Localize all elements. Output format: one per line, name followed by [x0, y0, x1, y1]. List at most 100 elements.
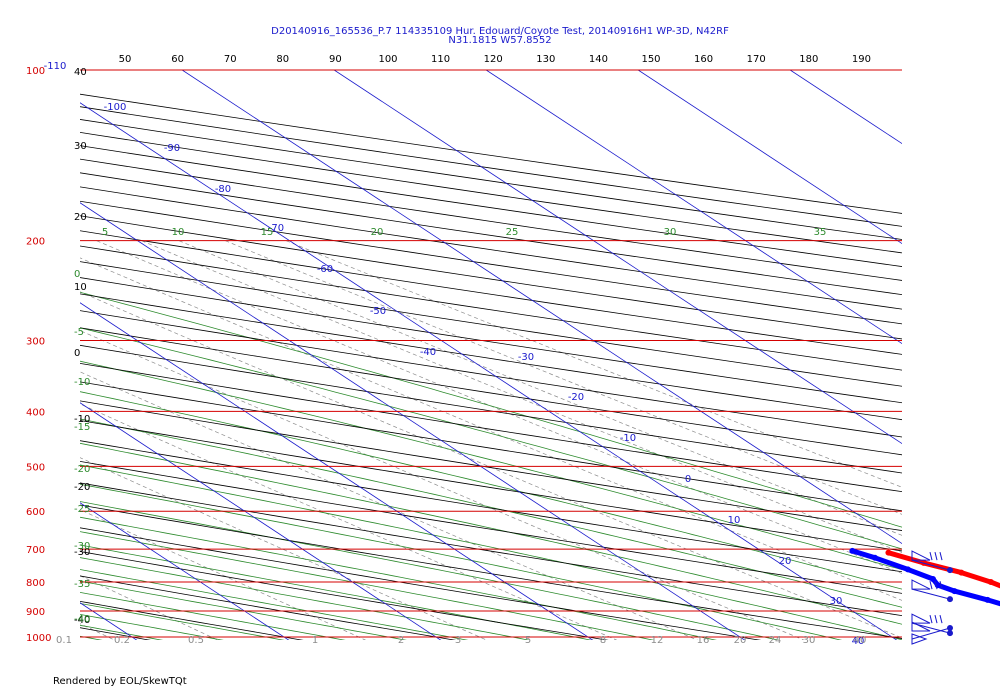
dry-adiabat-line [80, 527, 762, 640]
moist-adiabat-lines [80, 291, 902, 640]
moist-adiabat-line [80, 464, 902, 640]
isotherm-line [80, 402, 442, 640]
top-axis-tick-label: 50 [119, 54, 132, 65]
isotherm-line [333, 70, 902, 445]
top-axis-tick-label: 130 [536, 54, 555, 65]
dry-adiabat-line [80, 551, 609, 640]
dry-adiabat-line [80, 245, 902, 371]
pressure-tick-label: 900 [26, 607, 45, 618]
dry-adiabat-label: 0 [74, 348, 80, 359]
wind-barb-flag [911, 633, 928, 645]
mixing-ratio-line [80, 509, 367, 640]
moist-adiabat-line [80, 569, 469, 640]
mixing-ratio-label: 0.2 [114, 635, 130, 646]
mixing-ratio-line [80, 371, 698, 640]
wind-barb-flag [911, 579, 931, 590]
temperature-trace-point [987, 579, 994, 586]
mixing-ratio-label: 24 [769, 635, 782, 646]
wind-barb-tick [939, 615, 943, 624]
dry-adiabat-line [80, 440, 902, 573]
moist-adiabat-line [80, 483, 843, 640]
isotherm-label: -80 [215, 184, 231, 195]
pressure-tick-label: 500 [26, 462, 45, 473]
top-axis-tick-label: 100 [378, 54, 397, 65]
top-axis-tick-label: 190 [852, 54, 871, 65]
temperature-trace [885, 550, 1000, 589]
mixing-ratio-line [80, 291, 902, 639]
dry-adiabat-line [80, 460, 902, 594]
dewpoint-trace-point [929, 575, 936, 582]
isotherm-label: -10 [620, 433, 636, 444]
pressure-tick-label: 1000 [26, 633, 51, 644]
moist-adiabat-label: -10 [74, 377, 90, 388]
moist-adiabat-line [80, 442, 902, 625]
wind-barb-station [947, 596, 953, 603]
dry-adiabat-label: -40 [74, 615, 90, 626]
wind-barb-flag [911, 613, 931, 624]
isobar-lines [80, 69, 902, 638]
dry-adiabat-line [80, 200, 902, 325]
pressure-tick-label: 800 [26, 578, 45, 589]
dry-adiabat-label: 40 [74, 67, 87, 78]
moist-adiabat-label: -25 [74, 504, 90, 515]
top-axis-tick-label: 170 [747, 54, 766, 65]
isotherm-label: -30 [518, 352, 534, 363]
isotherm-line [80, 202, 746, 640]
wind-barb-station [947, 630, 953, 637]
pressure-tick-label: 100 [26, 66, 45, 77]
wind-barb-tick [929, 551, 933, 561]
moist-adiabat-label: 0 [74, 269, 80, 280]
moist-adiabat-top-label: 15 [261, 227, 274, 238]
mixing-ratio-label: 0.1 [56, 635, 72, 646]
mixing-ratio-line [80, 330, 805, 640]
moist-adiabat-top-label: 30 [664, 227, 677, 238]
wind-barb-station [947, 567, 953, 574]
mixing-ratio-label: 30 [803, 635, 816, 646]
mixing-ratio-line [96, 240, 902, 574]
isotherm-label: 30 [830, 596, 843, 607]
top-axis-tick-label: 160 [694, 54, 713, 65]
isotherm-line [181, 70, 902, 545]
mixing-ratio-line [178, 240, 902, 536]
dewpoint-trace-point [849, 547, 856, 554]
mixing-ratio-label: 40 [854, 635, 867, 646]
isotherm-label: -90 [164, 143, 180, 154]
mixing-ratio-line [80, 623, 116, 640]
moist-adiabat-line [80, 327, 902, 550]
dry-adiabat-line [80, 381, 902, 512]
wind-barb-station [947, 625, 953, 631]
dry-adiabat-line [80, 482, 902, 617]
moist-adiabat-line [80, 418, 902, 608]
footer-credit: Rendered by EOL/SkewTQt [53, 676, 187, 687]
isotherm-line [80, 602, 138, 640]
dry-adiabat-label: -10 [74, 414, 90, 425]
mixing-ratio-label: 8 [600, 635, 606, 646]
top-axis-tick-label: 70 [224, 54, 237, 65]
moist-adiabat-line [80, 580, 407, 640]
isotherm-lines [80, 70, 902, 640]
dry-adiabat-line [80, 186, 902, 310]
moist-adiabat-line [80, 557, 531, 640]
pressure-tick-label: 400 [26, 407, 45, 418]
dry-adiabat-line [80, 293, 902, 421]
moist-adiabat-top-label: 10 [172, 227, 185, 238]
wind-barb-tick [929, 580, 933, 590]
moist-adiabat-line [80, 391, 902, 590]
moist-adiabat-line [80, 291, 902, 528]
mixing-ratio-line [225, 240, 902, 515]
mixing-ratio-label: 12 [651, 635, 664, 646]
dry-adiabat-label: 30 [74, 141, 87, 152]
moist-adiabat-label: -35 [74, 579, 90, 590]
dry-adiabat-line [80, 261, 902, 387]
isotherm-label: 10 [728, 515, 741, 526]
wind-barb-flag [911, 550, 931, 561]
moist-adiabat-line [80, 501, 780, 640]
mixing-ratio-line [80, 457, 488, 640]
isotherm-label: -50 [370, 306, 386, 317]
top-axis-tick-label: 150 [641, 54, 660, 65]
dry-adiabat-line [80, 600, 304, 640]
wind-barb-tick [934, 551, 938, 561]
wind-barb-tick [939, 580, 943, 590]
top-axis-tick-label: 140 [589, 54, 608, 65]
